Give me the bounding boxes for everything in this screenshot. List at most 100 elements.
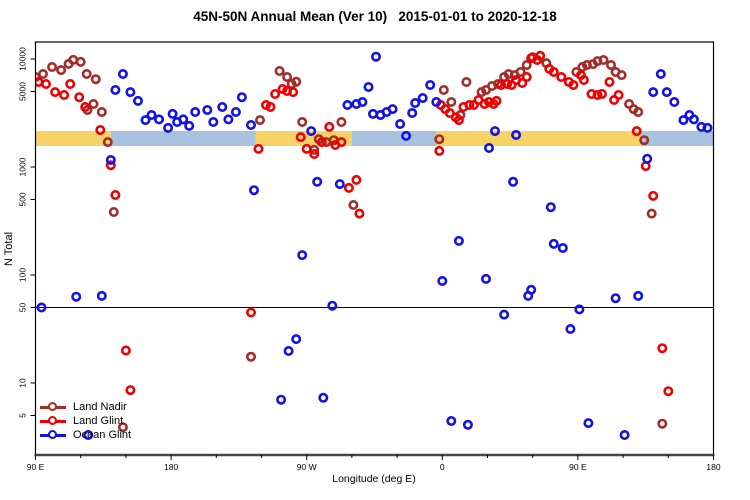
data-point (50, 87, 61, 98)
data-point (565, 323, 576, 334)
data-point (316, 137, 327, 148)
data-point (167, 108, 178, 119)
data-point (502, 79, 513, 90)
data-point (688, 114, 699, 125)
data-point (548, 67, 559, 78)
data-point (102, 137, 113, 148)
data-point (387, 104, 398, 115)
data-point (96, 290, 107, 301)
data-point (154, 114, 165, 125)
data-point (105, 155, 116, 166)
data-point (596, 89, 607, 100)
x-tick-label: 0 (440, 462, 445, 472)
data-point (545, 202, 556, 213)
band-blue (351, 130, 437, 146)
data-point (568, 80, 579, 91)
data-point (548, 238, 559, 249)
data-point (274, 66, 285, 77)
data-point (282, 72, 293, 83)
data-point (283, 345, 294, 356)
data-point (249, 185, 260, 196)
data-point (464, 100, 475, 111)
data-point (40, 79, 51, 90)
y-tick-label: 1000 (18, 157, 28, 176)
data-point (276, 394, 287, 405)
data-point (47, 61, 58, 72)
data-point (75, 56, 86, 67)
data-point (678, 115, 689, 126)
y-tick-label: 5 (18, 413, 28, 418)
legend-item-land-glint: Land Glint (40, 414, 131, 428)
data-point (410, 98, 421, 109)
data-point (480, 273, 491, 284)
data-point (288, 87, 299, 98)
data-point (483, 143, 494, 154)
data-point (71, 291, 82, 302)
legend: Land Nadir Land Glint Ocean Glint (40, 400, 131, 442)
data-point (491, 95, 502, 106)
data-point (291, 334, 302, 345)
data-point (598, 54, 609, 65)
data-point (363, 82, 374, 93)
data-point (125, 87, 136, 98)
data-point (254, 115, 265, 126)
series-land-glint (35, 50, 674, 397)
data-point (354, 208, 365, 219)
y-tick-label: 100 (18, 268, 28, 282)
data-point (578, 75, 589, 86)
data-point (96, 107, 107, 118)
data-point (334, 179, 345, 190)
data-point (453, 235, 464, 246)
data-point (438, 85, 449, 96)
data-point (661, 87, 672, 98)
data-point (648, 190, 659, 201)
data-point (110, 190, 121, 201)
series-ocean-glint (36, 51, 713, 440)
data-point (499, 309, 510, 320)
data-point (133, 95, 144, 106)
data-point (535, 50, 546, 61)
data-point (444, 108, 455, 119)
data-point (702, 122, 713, 133)
data-point (556, 72, 567, 83)
data-point (88, 99, 99, 110)
data-point (297, 117, 308, 128)
y-tick-label: 500 (18, 192, 28, 206)
data-point (437, 275, 448, 286)
data-point (616, 70, 627, 81)
data-point (613, 90, 624, 101)
y-tick-label: 50 (18, 303, 28, 313)
data-point (462, 419, 473, 430)
data-point (521, 59, 532, 70)
data-point (425, 80, 436, 91)
data-point (190, 107, 201, 118)
legend-label: Ocean Glint (73, 429, 132, 441)
data-point (163, 122, 174, 133)
data-point (633, 107, 644, 118)
data-point (453, 115, 464, 126)
data-point (434, 145, 445, 156)
data-point (446, 415, 457, 426)
data-point (417, 93, 428, 104)
data-point (370, 51, 381, 62)
data-point (117, 422, 128, 433)
band-blue (110, 130, 256, 146)
data-point (357, 97, 368, 108)
data-point (120, 345, 131, 356)
data-point (37, 69, 48, 80)
data-point (80, 102, 91, 113)
band-blue (641, 130, 714, 146)
data-point (297, 250, 308, 261)
ocean-glint-marker-icon (40, 428, 66, 442)
data-point (521, 72, 532, 83)
data-point (56, 65, 67, 76)
data-point (318, 392, 329, 403)
data-point (655, 69, 666, 80)
data-point (178, 114, 189, 125)
data-point (348, 200, 359, 211)
data-point (669, 97, 680, 108)
data-point (117, 69, 128, 80)
legend-item-ocean-glint: Ocean Glint (40, 428, 131, 442)
